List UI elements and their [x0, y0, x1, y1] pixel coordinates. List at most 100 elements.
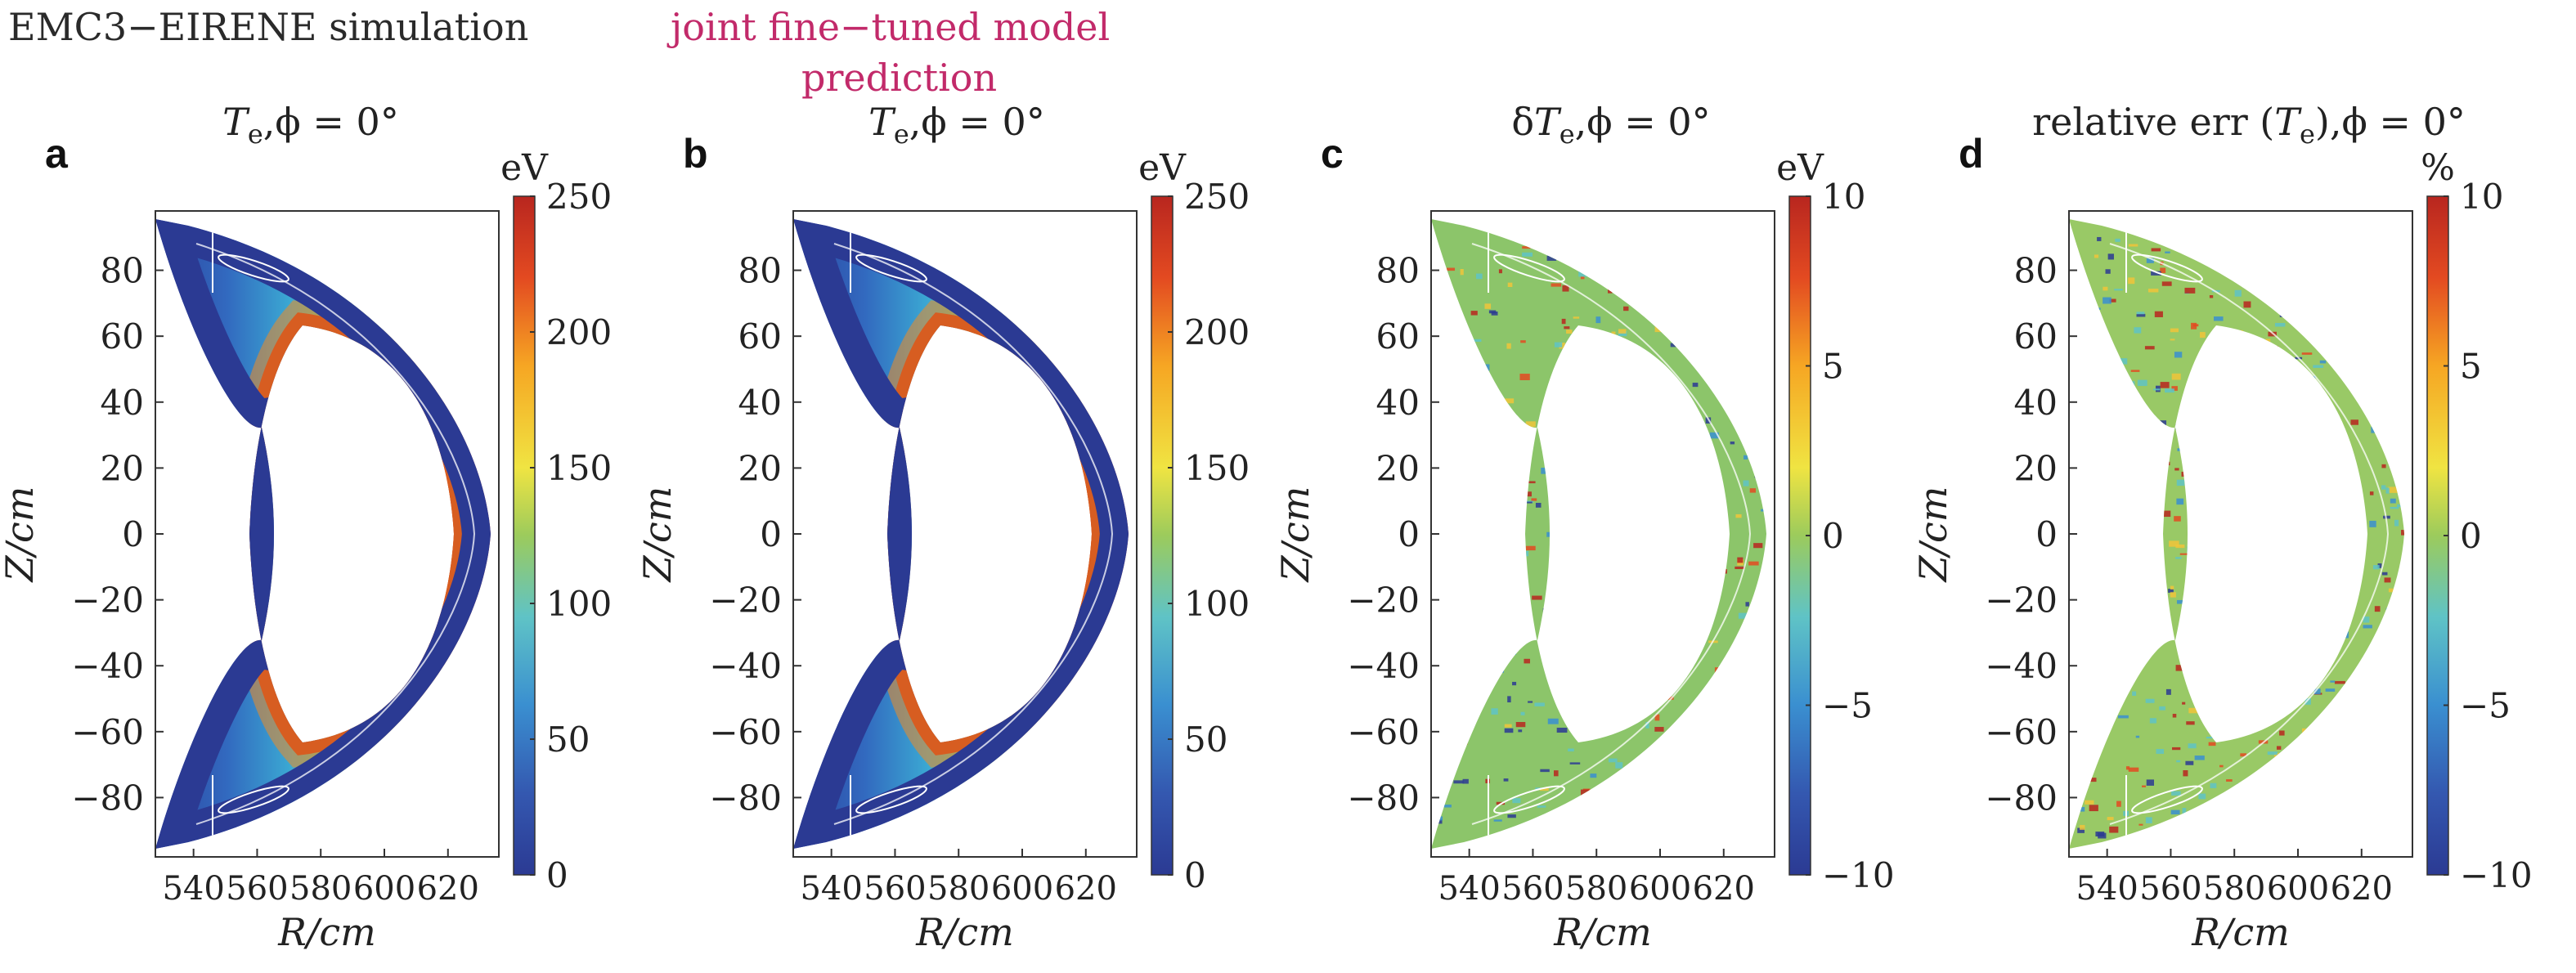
colorbar-tick-label: −10: [2460, 855, 2533, 895]
y-axis-label: Z/cm: [1273, 486, 1317, 584]
x-axis-label: R/cm: [2191, 910, 2290, 954]
y-tick-label: 80: [2014, 251, 2058, 291]
panel-letter: c: [1321, 131, 1344, 177]
colorbar-tick-label: 250: [546, 177, 612, 217]
colorbar-tick-label: 200: [1184, 312, 1250, 352]
panel-title: δTe,ϕ = 0°: [1511, 100, 1710, 150]
y-tick-label: 40: [1376, 383, 1420, 423]
crescent-field: [1431, 219, 1766, 849]
colorbar: [1151, 195, 1174, 876]
x-tick-label: 600: [991, 870, 1053, 908]
y-tick-label: −60: [1985, 712, 2058, 752]
y-tick-label: 0: [760, 514, 782, 554]
y-tick-label: −60: [1347, 712, 1420, 752]
y-tick-label: 80: [1376, 251, 1420, 291]
y-tick-label: −80: [1985, 778, 2058, 818]
y-tick-label: 40: [2014, 383, 2058, 423]
colorbar-tick-label: −5: [1822, 686, 1873, 726]
panel-letter: b: [683, 131, 708, 177]
x-tick-label: 620: [2331, 870, 2393, 908]
y-tick-label: 80: [101, 251, 144, 291]
chart-panel-d: d relative err (Te),ϕ = 0° 80 60 40 20 0 −20 −40…: [1911, 100, 2533, 954]
colorbar-tick-label: 250: [1184, 177, 1250, 217]
colorbar-unit: %: [2421, 147, 2455, 189]
colorbar-tick-label: 50: [1184, 720, 1227, 760]
x-tick-label: 560: [1501, 870, 1564, 908]
y-tick-label: −80: [709, 778, 782, 818]
y-axis-label: Z/cm: [1911, 486, 1955, 584]
colorbar-unit: eV: [1138, 147, 1187, 189]
colorbar-tick-label: 0: [1184, 855, 1206, 895]
y-tick-label: −80: [71, 778, 144, 818]
colorbar: [513, 195, 536, 876]
x-axis-label: R/cm: [277, 910, 376, 954]
x-tick-label: 580: [1565, 870, 1627, 908]
x-tick-label: 600: [2267, 870, 2329, 908]
x-tick-label: 560: [226, 870, 288, 908]
colorbar-tick-label: 5: [1822, 347, 1844, 387]
x-tick-label: 620: [1055, 870, 1117, 908]
colorbar-tick-label: 5: [2460, 347, 2482, 387]
crescent-field: [2069, 219, 2404, 849]
colorbar-tick-label: 0: [2460, 516, 2482, 556]
y-tick-label: −40: [71, 646, 144, 686]
x-tick-label: 560: [864, 870, 926, 908]
colorbar-tick-label: 10: [2460, 177, 2503, 217]
x-axis-label: R/cm: [1553, 910, 1652, 954]
colorbar-tick-label: 0: [1822, 516, 1844, 556]
colorbar-tick-label: 150: [1184, 448, 1250, 488]
y-tick-label: −20: [1985, 581, 2058, 621]
crescent-field: [155, 219, 491, 849]
simulation-header: EMC3−EIRENE simulation: [8, 5, 529, 49]
y-tick-label: −40: [1347, 646, 1420, 686]
colorbar-tick-label: 50: [546, 720, 590, 760]
x-tick-label: 620: [417, 870, 479, 908]
x-tick-label: 540: [162, 870, 224, 908]
y-tick-label: 0: [1398, 514, 1420, 554]
colorbar-tick-label: −10: [1822, 855, 1895, 895]
x-tick-label: 620: [1693, 870, 1755, 908]
y-tick-label: −80: [1347, 778, 1420, 818]
colorbar-unit: eV: [500, 147, 549, 189]
y-tick-label: 60: [2014, 316, 2058, 356]
y-tick-label: 60: [738, 316, 782, 356]
x-tick-label: 540: [2076, 870, 2138, 908]
x-tick-label: 600: [1629, 870, 1691, 908]
y-tick-label: 60: [101, 316, 144, 356]
x-tick-label: 580: [289, 870, 352, 908]
crescent-field: [793, 219, 1129, 849]
colorbar-tick-label: 100: [1184, 584, 1250, 624]
y-tick-label: −60: [709, 712, 782, 752]
y-tick-label: 20: [738, 448, 782, 488]
chart-panel-c: c δTe,ϕ = 0° 80 60 40 20 0 −20 −40 −60 −80 540 560 58…: [1273, 100, 1895, 954]
colorbar-tick-label: 100: [546, 584, 612, 624]
colorbar-tick-label: 0: [546, 855, 568, 895]
y-tick-label: −20: [71, 581, 144, 621]
colorbar-tick-label: 200: [546, 312, 612, 352]
y-tick-label: 40: [101, 383, 144, 423]
y-tick-label: 0: [122, 514, 144, 554]
panel-title: relative err (Te),ϕ = 0°: [2032, 100, 2466, 150]
prediction-header-line1: joint fine−tuned model: [671, 5, 1111, 49]
x-tick-label: 560: [2139, 870, 2201, 908]
y-tick-label: −60: [71, 712, 144, 752]
y-axis-label: Z/cm: [635, 486, 680, 584]
colorbar-unit: eV: [1776, 147, 1824, 189]
colorbar-tick-label: 10: [1822, 177, 1865, 217]
prediction-header-line2: prediction: [801, 56, 998, 100]
y-tick-label: 20: [1376, 448, 1420, 488]
y-axis-label: Z/cm: [0, 486, 42, 584]
x-tick-label: 580: [2203, 870, 2265, 908]
y-tick-label: 40: [738, 383, 782, 423]
x-tick-label: 600: [353, 870, 415, 908]
y-tick-label: −40: [709, 646, 782, 686]
y-tick-label: 20: [2014, 448, 2058, 488]
panel-title: Te,ϕ = 0°: [868, 100, 1045, 150]
y-tick-label: 20: [101, 448, 144, 488]
y-tick-label: −20: [1347, 581, 1420, 621]
x-tick-label: 540: [1438, 870, 1500, 908]
panel-letter: d: [1959, 131, 1984, 177]
x-tick-label: 540: [800, 870, 862, 908]
